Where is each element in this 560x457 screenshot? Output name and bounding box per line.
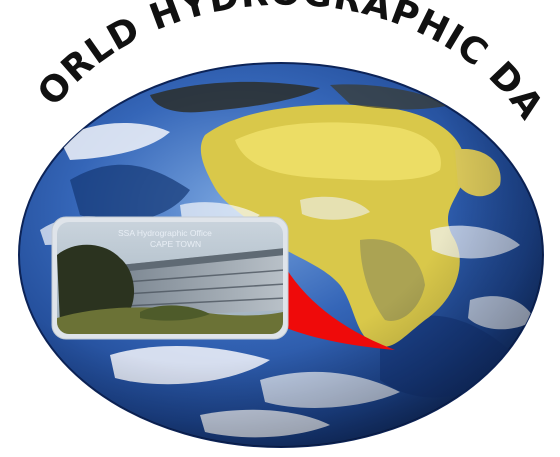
building-photo: SSA Hydrographic Office CAPE TOWN xyxy=(51,216,289,340)
photo-caption-line2: CAPE TOWN xyxy=(150,239,201,249)
location-pointer xyxy=(265,232,395,350)
photo-caption-line1: SSA Hydrographic Office xyxy=(118,228,212,238)
globe-icon xyxy=(18,62,544,448)
